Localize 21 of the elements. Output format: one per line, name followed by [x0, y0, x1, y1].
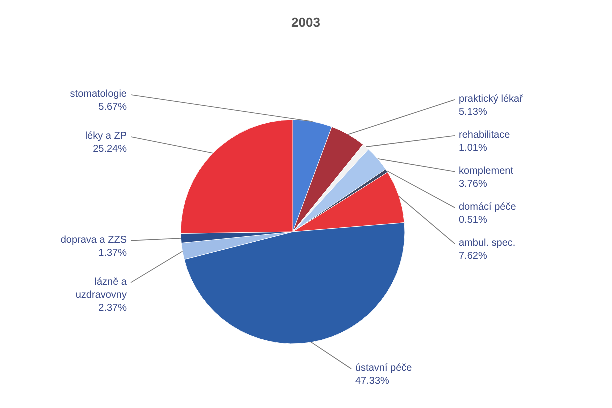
slice-label: stomatologie	[70, 89, 128, 100]
data-label: 5.67%	[98, 102, 128, 113]
data-label: 47.33%	[355, 376, 390, 387]
data-label: 7.62%	[459, 250, 488, 262]
data-label: 5.13%	[459, 106, 488, 118]
slice-label: komplement	[459, 166, 514, 177]
slice-label: domácí péče	[459, 202, 517, 213]
slice-label: praktický lékař	[459, 94, 524, 105]
data-label: 0.51%	[459, 214, 488, 226]
data-label: 2.37%	[98, 302, 128, 314]
slice-label: ambul. spec.	[459, 238, 516, 249]
data-label: 25.24%	[93, 144, 128, 155]
data-label: 3.76%	[459, 178, 488, 190]
slice-label: lázně a uzdravovny	[76, 276, 128, 301]
slice-label: doprava a ZZS	[60, 234, 128, 246]
data-label: 1.01%	[459, 142, 488, 154]
data-label: 1.37%	[98, 248, 128, 259]
slice-label: rehabilitace	[459, 130, 511, 141]
slice-label: léky a ZP	[85, 131, 128, 142]
chart-title: 2003	[292, 15, 320, 30]
slice-label: ústavní péče	[355, 363, 413, 374]
